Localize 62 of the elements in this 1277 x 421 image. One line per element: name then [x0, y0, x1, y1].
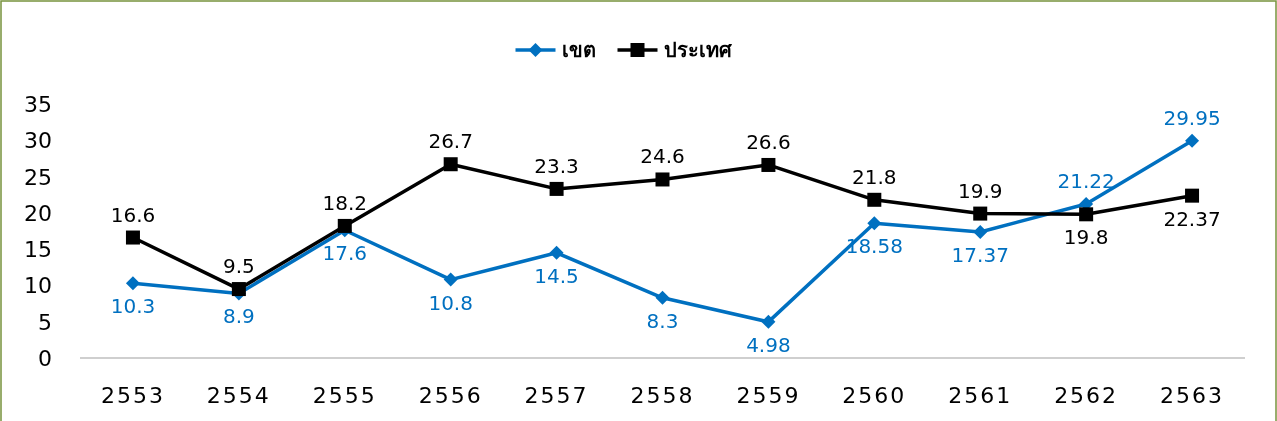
x-tick-label: 2563 — [1160, 383, 1225, 408]
data-label: 26.7 — [428, 129, 473, 154]
point — [1185, 188, 1200, 203]
data-label: 29.95 — [1163, 105, 1221, 130]
y-tick-label: 15 — [24, 237, 52, 263]
y-tick-label: 10 — [24, 273, 52, 299]
point — [125, 276, 140, 291]
point — [231, 282, 246, 297]
x-tick-label: 2558 — [630, 383, 695, 408]
y-tick-label: 5 — [38, 309, 52, 335]
point — [1079, 207, 1094, 222]
data-label: 4.98 — [746, 332, 791, 357]
data-label: 21.8 — [852, 164, 897, 189]
data-label: 24.6 — [640, 144, 685, 169]
point — [655, 172, 670, 187]
point — [761, 314, 776, 329]
point — [549, 181, 564, 196]
data-label: 17.37 — [951, 242, 1009, 267]
point — [761, 157, 776, 172]
data-label: 26.6 — [746, 129, 791, 154]
data-label: 21.22 — [1057, 169, 1115, 193]
legend-label: เขต — [561, 38, 596, 62]
data-label: 8.3 — [646, 308, 679, 333]
data-label: 23.3 — [534, 153, 579, 178]
x-tick-label: 2559 — [736, 383, 801, 408]
point — [125, 230, 140, 245]
data-label: 19.8 — [1063, 225, 1109, 250]
x-tick-label: 2555 — [312, 383, 377, 408]
y-tick-label: 20 — [24, 200, 52, 226]
data-label: 8.9 — [222, 304, 255, 329]
point — [337, 218, 352, 233]
data-label: 17.6 — [322, 241, 368, 266]
point — [973, 224, 988, 239]
x-tick-label: 2553 — [100, 383, 165, 408]
point — [443, 272, 458, 287]
point — [443, 157, 458, 172]
data-label: 16.6 — [110, 202, 156, 227]
x-tick-label: 2561 — [948, 383, 1013, 408]
data-label: 19.9 — [957, 178, 1003, 203]
data-label: 14.5 — [534, 263, 579, 288]
x-tick-label: 2560 — [842, 383, 907, 408]
data-label: 22.37 — [1163, 206, 1221, 231]
point — [867, 192, 882, 207]
point — [549, 245, 564, 260]
x-tick-label: 2554 — [206, 383, 271, 408]
data-label: 9.5 — [222, 254, 255, 279]
point — [1185, 133, 1200, 148]
data-label: 18.58 — [845, 234, 903, 259]
y-tick-label: 25 — [24, 164, 52, 190]
x-tick-label: 2556 — [418, 383, 483, 408]
data-label: 18.2 — [322, 190, 368, 215]
legend-label: ประเทศ — [663, 38, 733, 62]
x-tick-label: 2562 — [1054, 383, 1119, 408]
point — [867, 216, 882, 231]
x-tick-label: 2557 — [524, 383, 589, 408]
point — [655, 290, 670, 305]
y-tick-label: 0 — [38, 346, 52, 371]
y-tick-label: 30 — [24, 128, 52, 154]
point — [973, 206, 988, 221]
data-label: 10.8 — [428, 290, 473, 315]
data-label: 10.3 — [110, 294, 156, 319]
y-tick-label: 35 — [24, 92, 52, 117]
